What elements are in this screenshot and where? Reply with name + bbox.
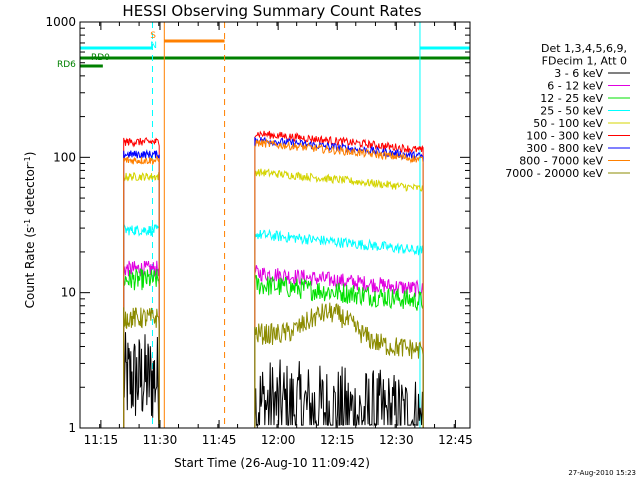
y-tick-label: 1000 <box>45 15 76 29</box>
rd6-flag-label: RD6 <box>57 60 76 70</box>
legend-entry: 25 - 50 keV <box>540 105 603 118</box>
legend-entry: 3 - 6 keV <box>554 67 603 80</box>
legend-entry: 6 - 12 keV <box>547 80 603 93</box>
x-axis-label: Start Time (26-Aug-10 11:09:42) <box>174 456 370 470</box>
x-tick-label: 12:15 <box>320 433 355 447</box>
series-line-5 <box>254 130 424 429</box>
series-line-3 <box>254 228 424 429</box>
axis-ticks: 11:15 11:30 11:45 12:00 12:15 12:30 12:45 1 10 10… <box>45 15 472 447</box>
state-flags: SN RD6 RD0 <box>57 22 471 428</box>
x-tick-label: 11:15 <box>84 433 119 447</box>
y-tick-label: 100 <box>53 150 76 164</box>
series-line-0 <box>254 359 424 429</box>
plot-frame <box>79 21 471 429</box>
series-line-8 <box>254 302 424 429</box>
series-line-7 <box>123 155 160 429</box>
series-line-5 <box>123 136 160 429</box>
night-flag-label: N <box>150 41 157 51</box>
series-line-1 <box>123 260 160 429</box>
legend-entry: 12 - 25 keV <box>540 92 603 105</box>
series-line-0 <box>123 332 160 429</box>
chart-title: HESSI Observing Summary Count Rates <box>122 2 421 20</box>
legend-header: FDecim 1, Att 0 <box>542 55 627 68</box>
series-line-2 <box>123 267 160 429</box>
x-tick-label: 12:00 <box>261 433 296 447</box>
series-line-6 <box>254 136 424 429</box>
legend-entry: 100 - 300 keV <box>526 130 603 143</box>
x-tick-label: 11:45 <box>202 433 237 447</box>
legend-entry: 50 - 100 keV <box>533 117 603 130</box>
series-line-3 <box>123 223 160 429</box>
saa-flag-label: S <box>150 31 156 41</box>
x-tick-label: 11:30 <box>143 433 178 447</box>
legend-header: Det 1,3,4,5,6,9, <box>541 42 627 55</box>
series-line-2 <box>254 275 424 429</box>
rd0-flag-label: RD0 <box>91 53 110 63</box>
x-tick-label: 12:45 <box>438 433 473 447</box>
y-tick-label: 10 <box>61 286 76 300</box>
legend-entry: 800 - 7000 keV <box>519 155 603 168</box>
series-layer <box>123 130 424 429</box>
legend-entry: 300 - 800 keV <box>526 142 603 155</box>
series-line-8 <box>123 307 160 429</box>
timestamp: 27-Aug-2010 15:23 <box>568 469 636 477</box>
legend: Det 1,3,4,5,6,9,FDecim 1, Att 03 - 6 keV… <box>505 42 630 180</box>
series-line-4 <box>254 168 424 429</box>
series-line-6 <box>123 148 160 429</box>
y-tick-label: 1 <box>68 421 76 435</box>
x-tick-label: 12:30 <box>379 433 414 447</box>
y-axis-label: Count Rate (s-1 detector-1) <box>23 152 38 309</box>
series-line-4 <box>123 171 160 429</box>
series-line-7 <box>254 138 424 429</box>
legend-entry: 7000 - 20000 keV <box>505 167 603 180</box>
